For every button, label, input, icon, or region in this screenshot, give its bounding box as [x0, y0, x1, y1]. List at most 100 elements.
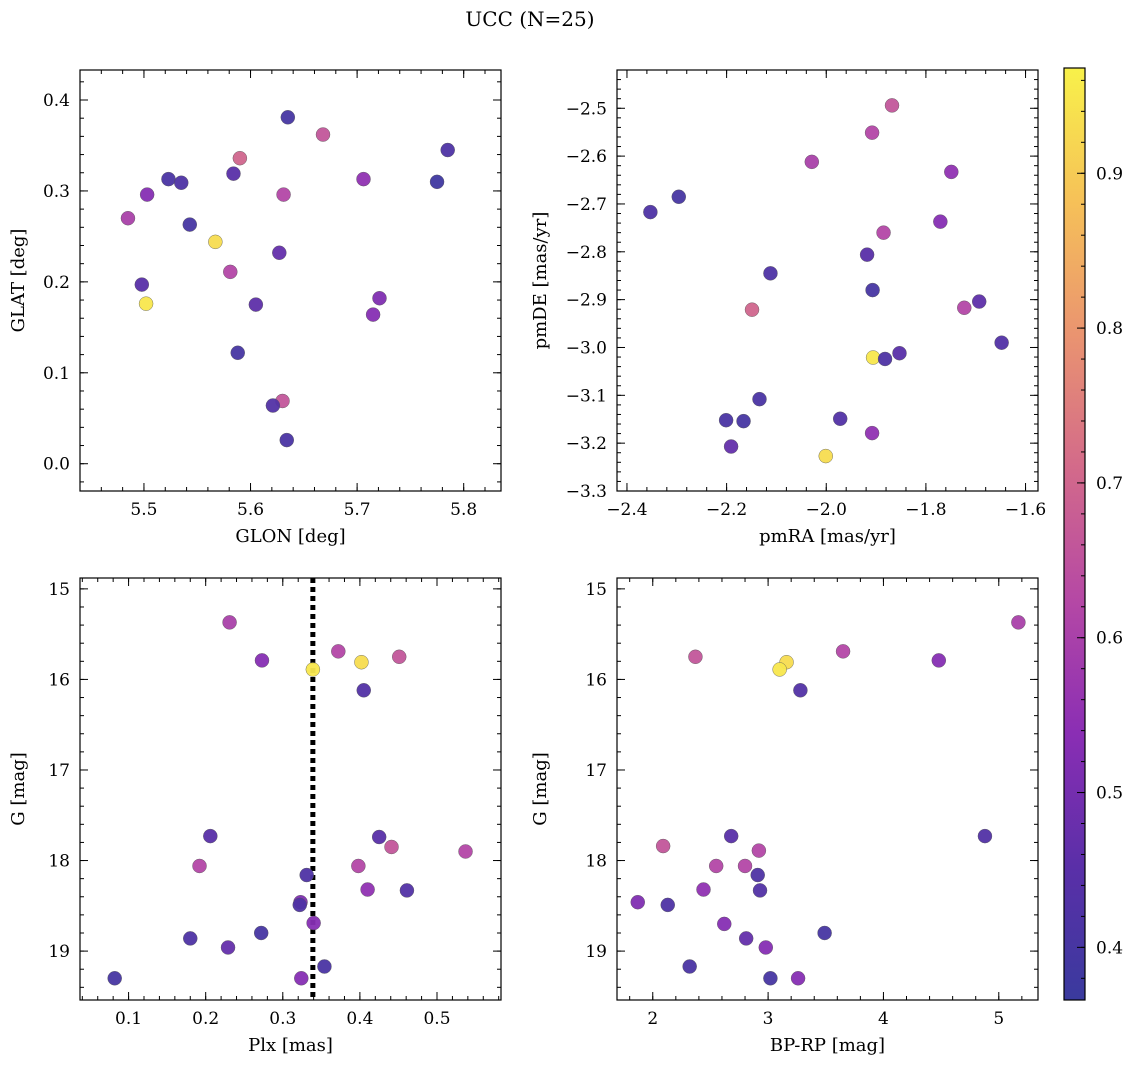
data-point: [630, 894, 645, 910]
x-axis-label: GLON [deg]: [235, 526, 345, 547]
data-point: [192, 858, 207, 874]
data-point: [254, 653, 270, 668]
data-point: [356, 171, 371, 187]
data-point: [458, 844, 473, 859]
x-tick-label: −2.0: [806, 500, 847, 520]
data-point: [183, 931, 198, 946]
x-tick-label: 5.8: [450, 500, 477, 520]
data-point: [763, 266, 778, 281]
data-point: [265, 398, 281, 413]
data-point: [360, 882, 375, 897]
data-point: [356, 683, 371, 698]
x-axis-label: BP-RP [mag]: [770, 1035, 885, 1056]
data-point: [315, 127, 331, 142]
data-point: [299, 867, 314, 883]
data-point: [994, 335, 1009, 350]
data-point: [660, 897, 675, 913]
data-point: [864, 125, 880, 140]
colorbar-tick-label: 0.7: [1096, 474, 1123, 494]
plot-frame: [616, 69, 1039, 492]
data-point: [738, 931, 754, 946]
data-point: [272, 245, 287, 260]
plot-frame: [79, 69, 502, 492]
x-axis-label: pmRA [mas/yr]: [759, 526, 896, 547]
y-tick-label: −3.1: [566, 386, 607, 406]
data-point: [752, 883, 768, 898]
panels: 5.5 5.6 5.7 5.8 0.0 0.1 0.2 0.3 0.4 GLON [deg] GLA…: [8, 69, 1046, 1056]
x-tick-label: 4: [878, 1009, 889, 1029]
colorbar-tick-label: 0.5: [1096, 784, 1123, 804]
x-tick-label: 0.4: [346, 1009, 373, 1029]
x-tick-label: 2: [647, 1009, 658, 1029]
x-tick-label: 5.5: [130, 500, 157, 520]
y-tick-label: −2.7: [566, 195, 607, 215]
y-tick-label: 16: [585, 670, 607, 690]
data-point: [864, 425, 880, 441]
y-axis-label: GLAT [deg]: [8, 229, 29, 333]
data-point: [655, 838, 671, 854]
colorbar-tick-label: 0.9: [1096, 164, 1123, 184]
y-axis-label: G [mag]: [8, 752, 29, 825]
data-point: [688, 649, 703, 664]
data-point: [717, 916, 732, 932]
data-point: [365, 307, 381, 322]
ticks: [617, 578, 1038, 1000]
data-point: [835, 644, 851, 659]
data-point: [305, 662, 321, 677]
data-point: [280, 110, 296, 125]
data-point: [208, 234, 223, 250]
panel-color-g: 2 3 4 5 15 16 17 18 19 BP-RP [mag] G [mag]: [530, 577, 1039, 1056]
y-tick-label: 17: [585, 761, 607, 781]
data-point: [933, 214, 948, 229]
x-tick-label: 0.5: [423, 1009, 450, 1029]
ticks: [617, 69, 1038, 492]
data-point: [371, 829, 387, 845]
data-point: [818, 448, 833, 464]
colorbar-tick-label: 0.4: [1096, 938, 1123, 958]
y-tick-label: 18: [585, 852, 607, 872]
y-tick-label: 0.0: [43, 455, 70, 475]
data-point: [972, 294, 987, 309]
data-point: [392, 649, 407, 664]
y-tick-label: 15: [48, 580, 70, 600]
y-tick-label: −2.8: [566, 243, 607, 263]
data-point: [226, 166, 241, 181]
colorbar-gradient: [1063, 67, 1086, 1001]
colorbar-tick-label: 0.8: [1096, 319, 1123, 339]
data-point: [696, 882, 711, 897]
data-point: [752, 391, 767, 407]
x-tick-label: 0.2: [192, 1009, 219, 1029]
y-tick-label: 0.4: [43, 91, 70, 111]
data-point: [744, 302, 760, 317]
y-tick-label: 0.1: [43, 364, 70, 384]
ticks: [79, 70, 501, 491]
y-tick-label: −2.6: [566, 147, 607, 167]
figure-title: UCC (N=25): [465, 7, 594, 31]
ticks: [80, 578, 501, 1000]
data-point: [957, 300, 972, 315]
y-tick-label: −3.0: [566, 338, 607, 358]
y-tick-label: 0.3: [43, 182, 70, 202]
data-point: [372, 291, 387, 306]
data-point: [718, 412, 734, 428]
data-point: [279, 432, 294, 448]
data-point: [220, 940, 236, 955]
data-point: [643, 204, 658, 220]
data-point: [772, 662, 787, 677]
data-point: [174, 175, 189, 190]
data-point: [139, 187, 155, 202]
y-tick-label: 19: [48, 942, 70, 962]
data-point: [317, 959, 332, 974]
data-point: [790, 971, 806, 986]
colorbar-tick-label: 0.6: [1096, 629, 1123, 649]
colorbar: 0.4 0.5 0.6 0.7 0.8 0.9: [1063, 67, 1123, 1001]
data-point: [223, 264, 238, 280]
x-tick-label: −1.8: [905, 500, 946, 520]
x-tick-label: 0.3: [269, 1009, 296, 1029]
data-point: [292, 897, 307, 913]
plot-frame: [79, 577, 502, 1001]
data-point: [161, 171, 176, 187]
y-tick-label: −3.3: [566, 482, 607, 502]
data-point: [253, 925, 269, 941]
data-point: [230, 345, 245, 360]
